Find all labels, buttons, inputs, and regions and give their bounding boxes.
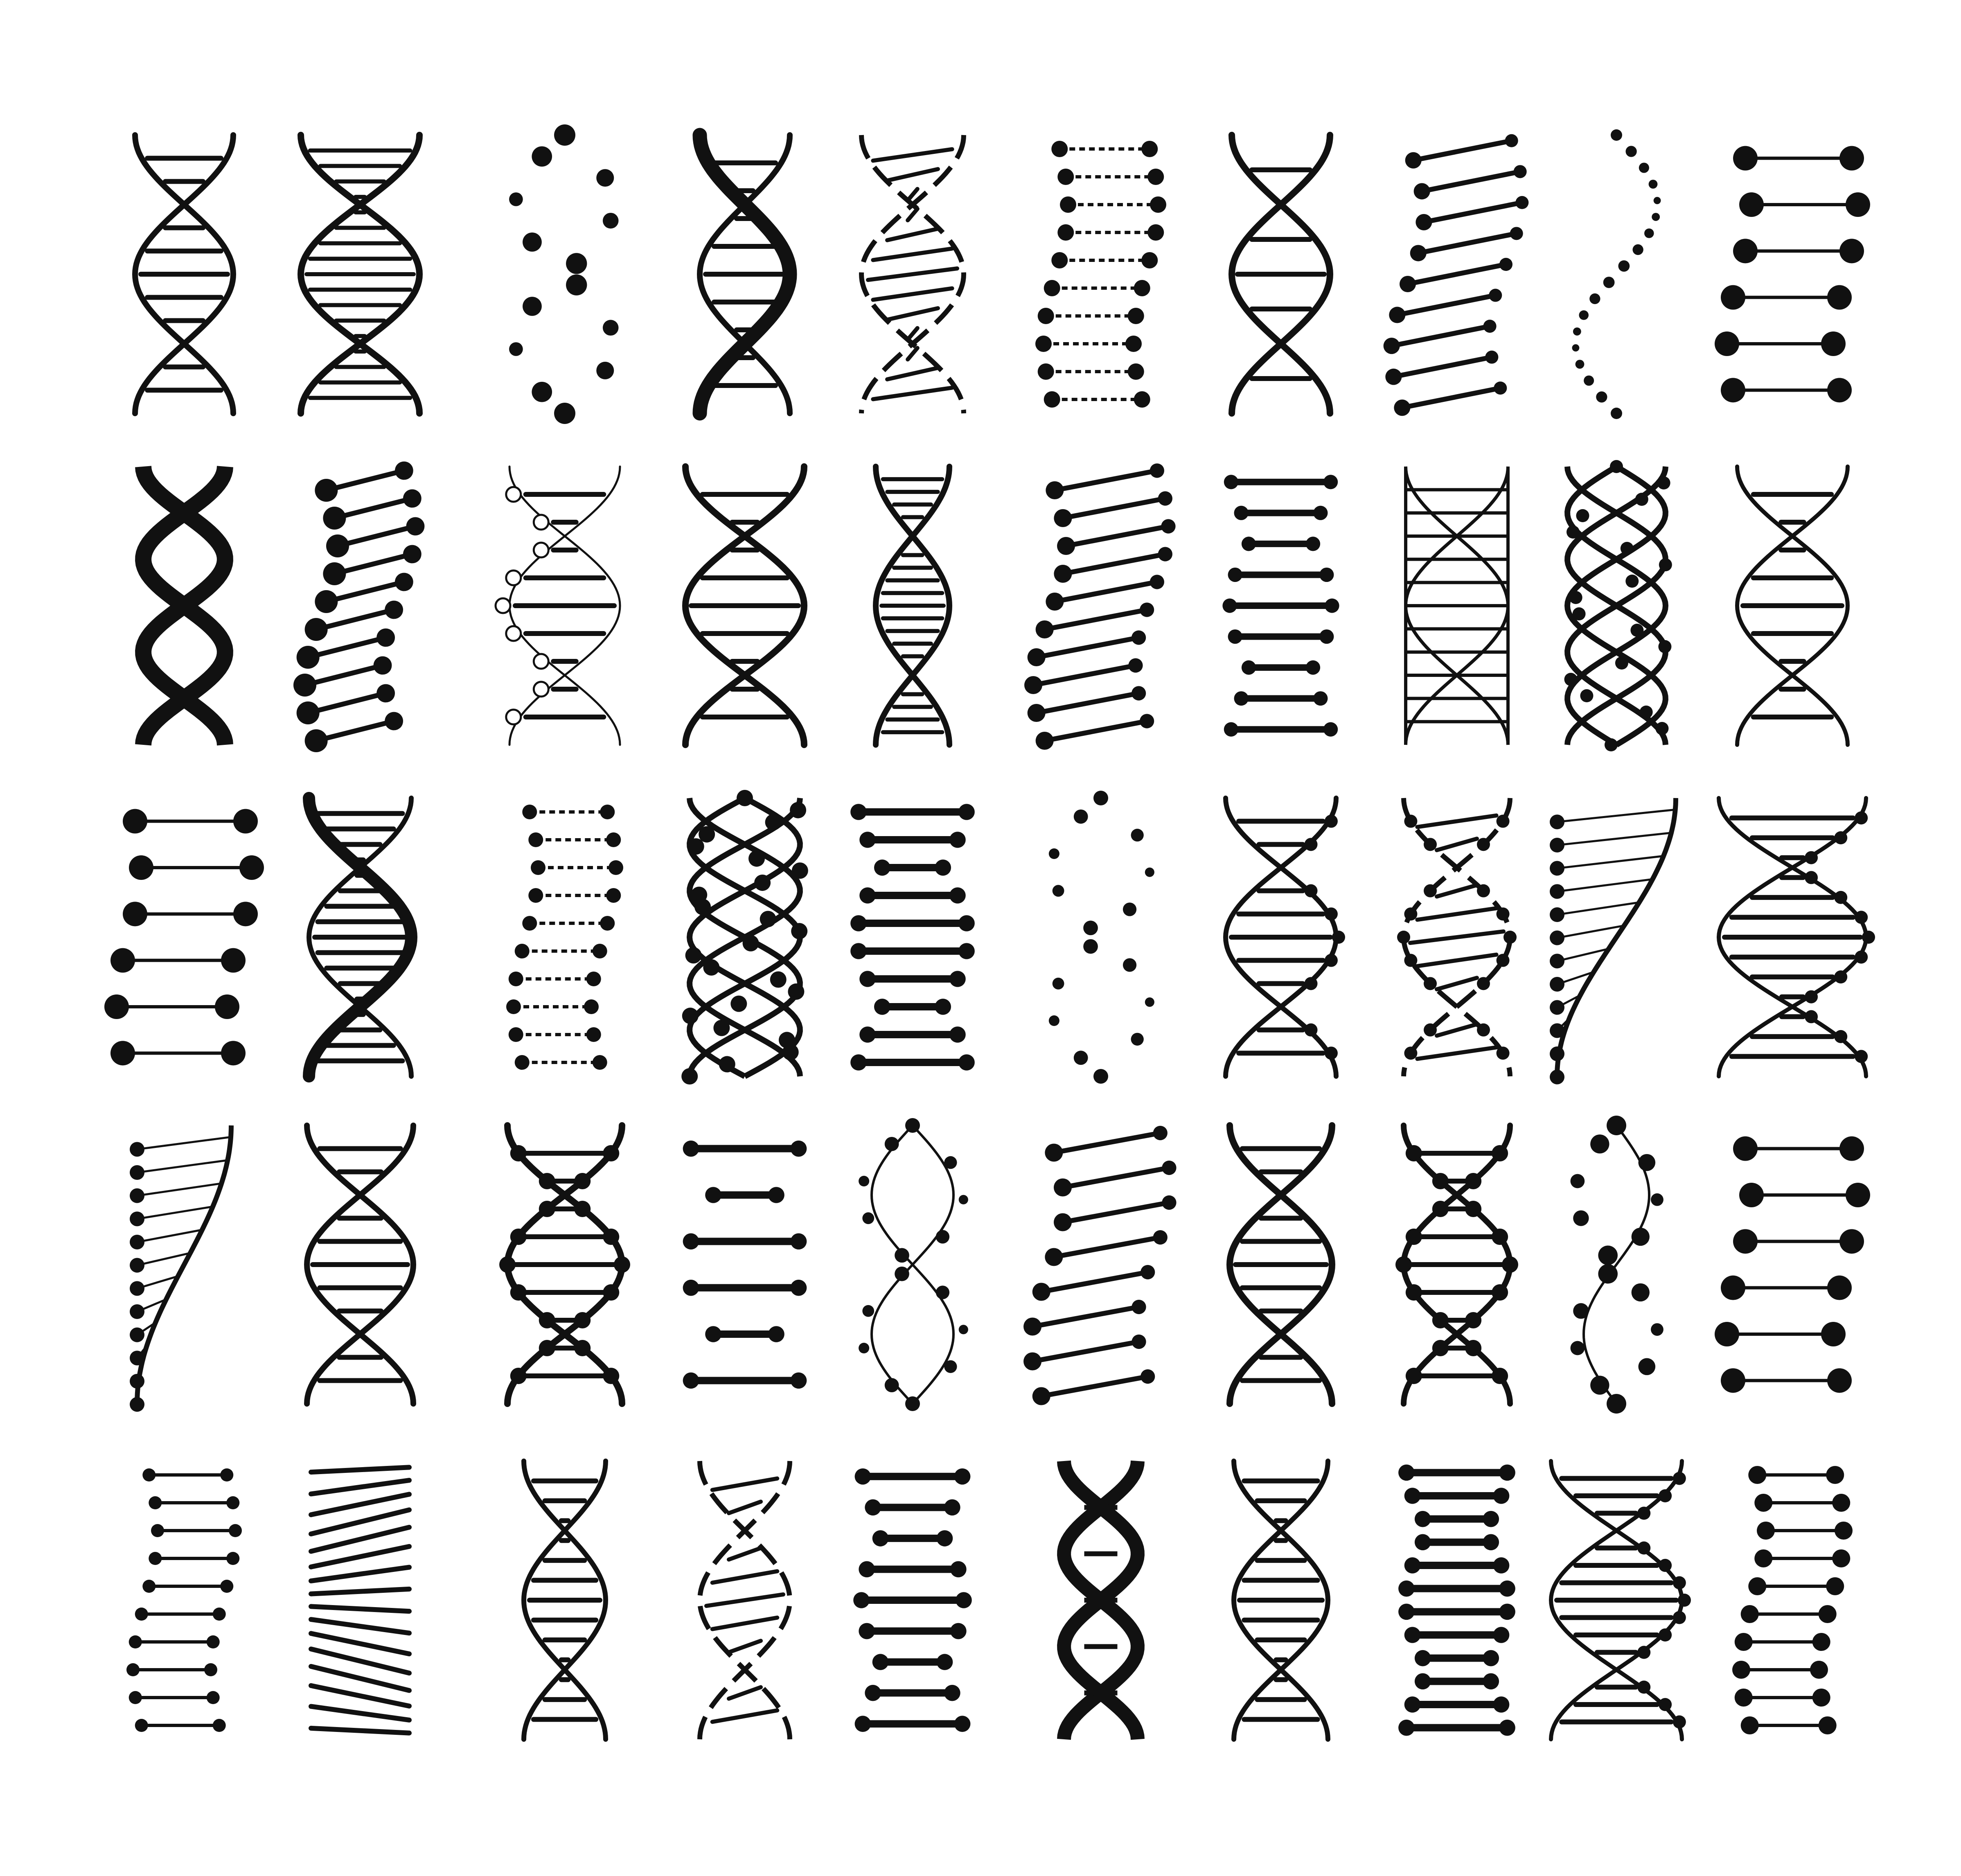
dna-helix-icon [132,132,237,416]
dna-helix-icon [872,464,953,748]
dna-helix-icon [1570,1116,1663,1414]
dna-helix-icon [135,466,233,746]
dna-helix-icon [1715,146,1870,403]
dna-helix-icon [1395,1123,1518,1407]
dna-helix-icon [1715,1136,1870,1393]
dna-helix-icon [1023,1125,1177,1405]
dna-helix-icon [1397,798,1517,1077]
dna-helix-icon [697,1461,793,1740]
dna-helix-icon [499,1122,630,1407]
dna-helix-icon [1716,796,1875,1078]
dna-helix-icon [303,792,418,1082]
dna-helix-icon [859,1118,968,1411]
dna-helix-icon [1735,464,1850,747]
dna-helix-icon [1231,1459,1331,1742]
dna-helix-icon [1024,463,1176,750]
dna-helix-icon [130,1125,234,1412]
dna-helix-icon [1048,791,1154,1084]
dna-helix-icon [1226,1122,1336,1407]
dna-helix-icon [1550,798,1678,1085]
dna-helix-icon [293,461,425,752]
dna-helix-icon [1549,1459,1691,1741]
dna-helix-icon [304,1123,417,1407]
dna-helix-icon [1222,475,1339,737]
dna-helix-icon [104,809,264,1066]
dna-helix-icon [1223,796,1345,1079]
dna-helix-icon [126,1468,242,1732]
dna-helix-icon [853,1468,972,1732]
dna-helix-icon [1035,141,1166,408]
dna-helix-icon [1057,1460,1145,1740]
dna-helix-icon [1383,134,1529,416]
dna-helix-icon [1228,132,1334,417]
dna-helix-icon [681,790,808,1085]
dna-helix-icon [509,124,619,424]
dna-helix-icon [1398,1464,1515,1736]
dna-helix-icon [682,463,808,748]
dna-helix-icon [692,128,797,421]
dna-helix-icon [1404,466,1510,745]
dna-helix-icon [494,465,621,746]
dna-helix-icon [1564,460,1672,751]
dna-helix-icon [859,135,967,414]
dna-helix-icon [309,1465,412,1736]
dna-helix-icon [1732,1466,1853,1734]
dna-helix-icon [1572,129,1661,419]
dna-helix-icon [850,804,975,1071]
dna-helix-icon [683,1140,807,1389]
dna-helix-icon [297,132,423,417]
dna-helix-icon [506,805,623,1070]
dna-helix-icon [521,1459,609,1742]
